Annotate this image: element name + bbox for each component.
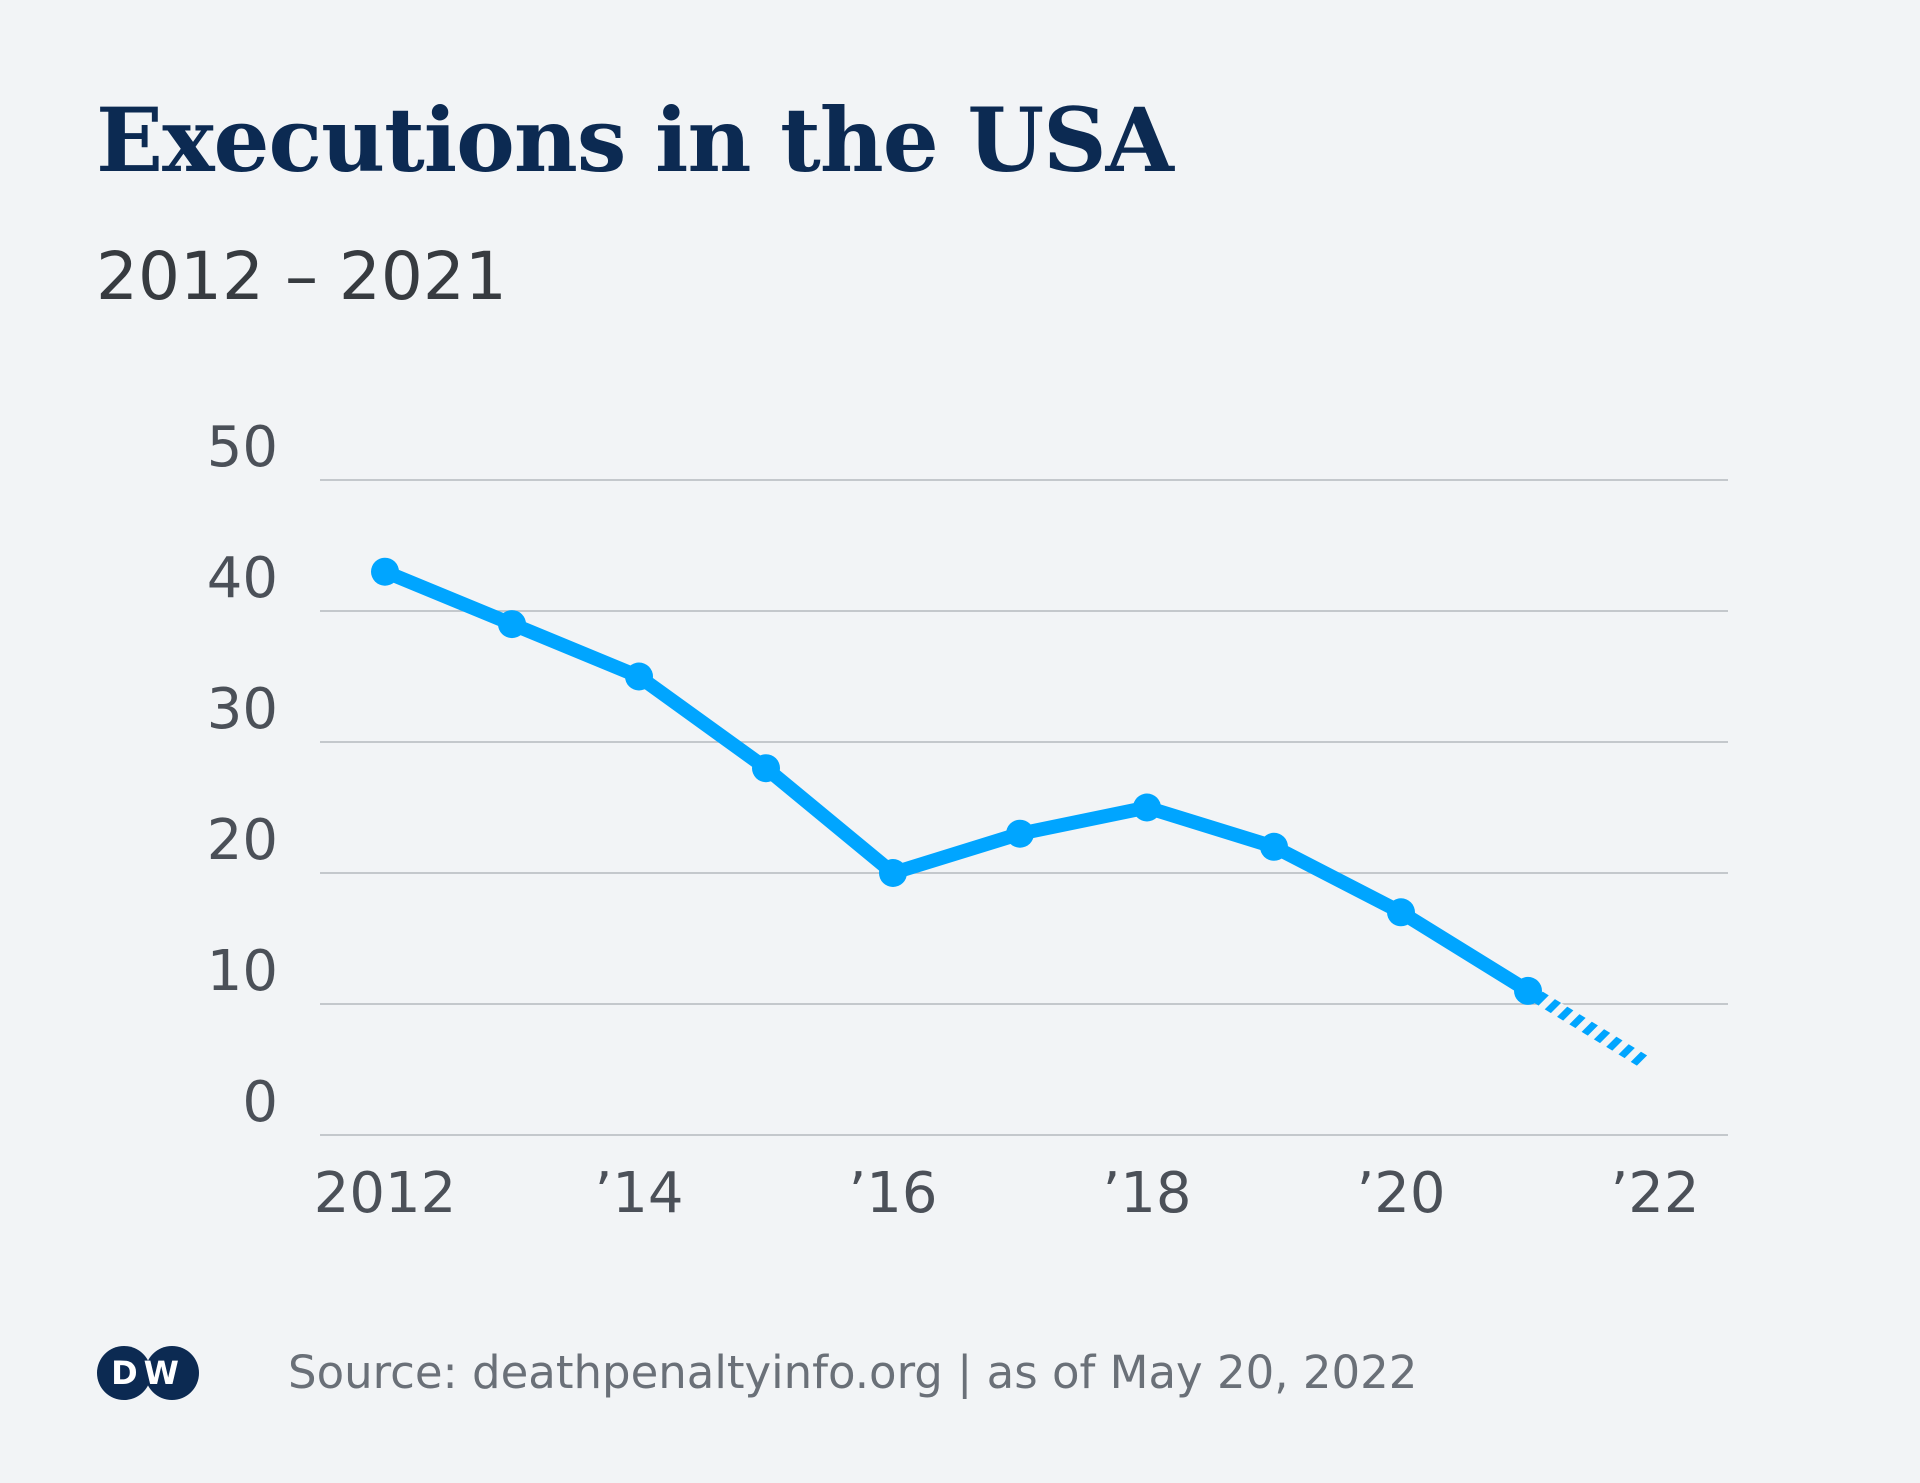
chart-title: Executions in the USA: [96, 88, 1174, 192]
x-tick-label: 2012: [314, 1161, 457, 1226]
data-point: [1514, 976, 1542, 1005]
data-point: [752, 754, 780, 783]
source-note: Source: deathpenaltyinfo.org | as of May…: [288, 1346, 1418, 1399]
y-tick-label: 30: [207, 677, 278, 742]
x-tick-label: ’14: [594, 1161, 683, 1226]
series-line: [378, 564, 1535, 998]
data-point: [371, 557, 399, 586]
data-point: [1133, 793, 1161, 822]
y-tick-label: 40: [207, 546, 278, 611]
x-tick-label: ’20: [1356, 1161, 1445, 1226]
y-tick-label: 0: [242, 1070, 278, 1135]
chart-subtitle: 2012 – 2021: [96, 238, 507, 315]
data-point: [498, 610, 526, 639]
data-point: [625, 662, 653, 691]
y-tick-label: 50: [207, 415, 278, 480]
y-tick-label: 20: [207, 808, 278, 873]
projection-segment: [1524, 984, 1649, 1069]
x-tick-label: ’16: [848, 1161, 937, 1226]
x-tick-label: ’18: [1102, 1161, 1191, 1226]
data-point: [1260, 832, 1288, 861]
x-tick-label: ’22: [1610, 1161, 1699, 1226]
data-point: [1387, 898, 1415, 927]
y-tick-label: 10: [207, 939, 278, 1004]
dw-logo-text: DW: [111, 1354, 185, 1392]
data-point: [1006, 819, 1034, 848]
data-point: [879, 859, 907, 887]
dw-logo: DW: [97, 1346, 199, 1400]
